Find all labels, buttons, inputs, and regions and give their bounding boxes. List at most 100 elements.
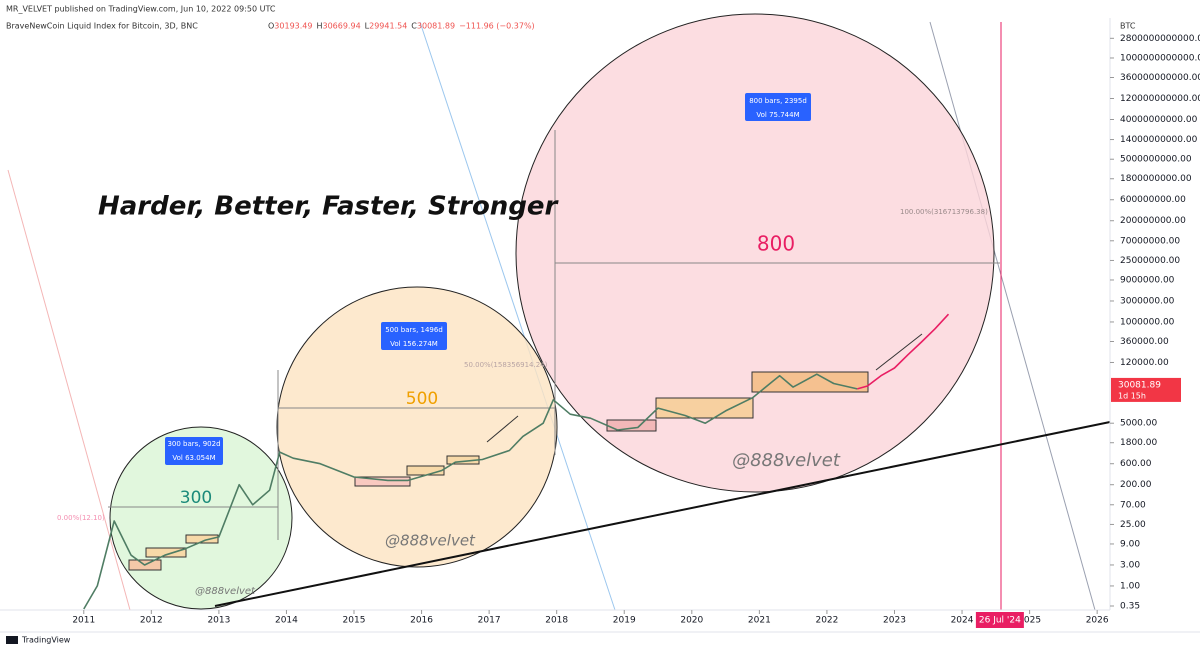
cycle-circle [515,13,995,493]
arrows [486,333,923,443]
x-tick-label: 2021 [748,616,771,626]
y-tick-label: 1000000000000.00 [1120,53,1200,63]
price-tag-countdown: 1d 15h [1118,391,1146,400]
ohlc-item: 30081.89 [417,22,455,31]
y-tick-label: 3.00 [1120,560,1140,570]
x-tick-label: 2023 [883,616,906,626]
price-tag-value: 30081.89 [1118,380,1161,390]
x-tick-label: 2024 [951,616,974,626]
trend-guide [929,21,1096,611]
y-tick-label: 1800.00 [1120,438,1157,448]
arrow [486,415,519,443]
x-tick-label: 2019 [613,616,636,626]
y-tick-label: 25.00 [1120,520,1146,530]
arrow [875,333,923,371]
y-tick-label: 70000000.00 [1120,236,1180,246]
ohlc-item: H [316,22,322,31]
x-tick-label: 2016 [410,616,433,626]
y-tick-label: 5000.00 [1120,419,1157,429]
info-box [381,322,447,350]
x-tick-label: 2015 [343,616,366,626]
y-tick-label: 200000000.00 [1120,216,1186,226]
y-tick-label: 9.00 [1120,539,1140,549]
y-tick-label: 120000000000.00 [1120,94,1200,104]
x-tick-label: 2014 [275,616,298,626]
price-line [83,373,858,610]
range-box [145,547,187,558]
cycle-circle [276,286,558,568]
date-tag-label: 26 Jul '24 [979,616,1021,626]
y-tick-label: 360000.00 [1120,337,1169,347]
y-tick-label: 40000000000.00 [1120,115,1198,125]
price-tag [1111,377,1181,402]
ohlc-item: L [365,22,370,31]
x-tick-label: 2022 [815,616,838,626]
y-tick-label: 70.00 [1120,500,1146,510]
y-tick-label: 3000000.00 [1120,296,1175,306]
cycle-label: 300 [180,488,212,508]
info-text: 800 bars, 2395d [749,97,807,105]
y-tick-label: 360000000000.00 [1120,73,1200,83]
info-text: Vol 75.744M [756,111,799,119]
watermark: @888velvet [732,450,841,471]
support-line [214,421,1111,607]
y-tick-label: 120000.00 [1120,358,1169,368]
x-tick-label: 2018 [545,616,568,626]
y-tick-label: 600000000.00 [1120,195,1186,205]
fib-label: 100.00%(316713796.38) [900,208,988,216]
y-tick-label: 1.00 [1120,581,1140,591]
brand-name: TradingView [21,636,71,645]
x-tick-label: 2026 [1086,616,1109,626]
ohlc-item: 29941.54 [369,22,407,31]
watermark: @888velvet [385,532,476,550]
brand-logo [6,636,18,644]
y-tick-label: 1000000.00 [1120,317,1175,327]
y-tick-label: 14000000000.00 [1120,135,1198,145]
cycle-label: 500 [406,389,438,409]
axis-unit: BTC [1120,22,1136,31]
y-tick-label: 2800000000000.00 [1120,34,1200,44]
x-tick-label: 2012 [140,616,163,626]
range-box [406,465,445,476]
x-tick-label: 2017 [478,616,501,626]
info-box [745,93,811,121]
x-tick-label: 2025 [1018,616,1041,626]
x-tick-label: 2011 [72,616,95,626]
headline: Harder, Better, Faster, Stronger [98,192,560,222]
trend-guide [419,21,616,611]
y-tick-label: 25000000.00 [1120,256,1180,266]
info-text: 300 bars, 902d [167,440,220,448]
x-tick-label: 2013 [207,616,230,626]
range-box [655,397,754,419]
ohlc-item: −111.96 (−0.37%) [459,22,535,31]
price-line [857,313,950,390]
x-tick-label: 2020 [680,616,703,626]
brand: TradingView [6,636,71,645]
y-tick-label: 9000000.00 [1120,275,1175,285]
ohlc-item: C [411,22,417,31]
info-text: Vol 63.054M [172,454,215,462]
y-tick-label: 0.35 [1120,602,1140,612]
date-tag [975,612,1024,628]
y-tick-label: 5000000000.00 [1120,155,1192,165]
cycle-label: 800 [757,232,795,256]
y-tick-label: 200.00 [1120,480,1152,490]
y-tick-label: 600.00 [1120,459,1152,469]
symbol-title: BraveNewCoin Liquid Index for Bitcoin, 3… [6,22,198,31]
range-box [354,476,411,487]
ohlc: O 30193.49 H 30669.94 L 29941.54 C 30081.89 −111… [268,22,535,31]
watermark: @888velvet [195,586,256,597]
info-box [165,437,223,465]
ohlc-item: 30669.94 [322,22,360,31]
ohlc-item: 30193.49 [274,22,312,31]
fib-label: 50.00%(158356914.24) [464,361,548,369]
publisher: MR_VELVET published on TradingView.com, … [6,5,276,14]
range-box [751,371,869,393]
y-tick-label: 1800000000.00 [1120,174,1192,184]
range-box [185,534,219,544]
info-text: Vol 156.274M [390,340,438,348]
info-text: 500 bars, 1496d [385,326,443,334]
fib-label: 0.00%(12.10) [57,514,105,522]
ohlc-item: O [268,22,274,31]
